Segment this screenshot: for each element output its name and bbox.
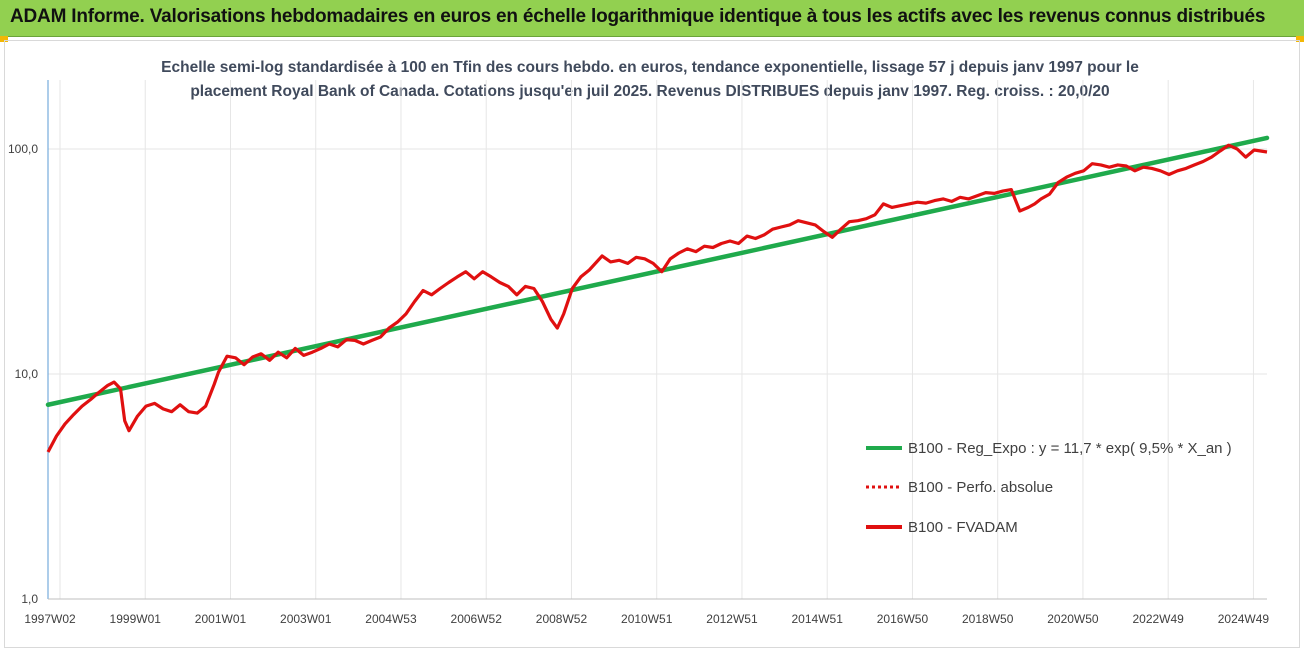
x-tick-label: 2008W52 (536, 612, 588, 626)
x-tick-label: 2022W49 (1132, 612, 1184, 626)
series-lines (45, 135, 1270, 453)
chart-title: Echelle semi-log standardisée à 100 en T… (150, 56, 1150, 104)
x-tick-label: 2010W51 (621, 612, 673, 626)
corner-marker-bottom-left (0, 36, 8, 42)
x-tick-label: 2014W51 (792, 612, 844, 626)
legend-entry: B100 - Perfo. absolue (908, 479, 1053, 496)
x-tick-label: 2020W50 (1047, 612, 1099, 626)
report-banner: ADAM Informe. Valorisations hebdomadaire… (0, 0, 1304, 37)
report-title: ADAM Informe. Valorisations hebdomadaire… (10, 6, 1266, 27)
x-tick-label: 2001W01 (195, 612, 247, 626)
x-tick-label: 1999W01 (110, 612, 162, 626)
corner-marker-bottom-right (1296, 36, 1304, 42)
y-tick-labels: 1,0 10,0 100,0 (8, 142, 38, 606)
y-tick-label: 1,0 (21, 592, 38, 606)
legend-entry: B100 - Reg_Expo : y = 11,7 * exp( 9,5% *… (908, 440, 1232, 457)
x-tick-label: 1997W02 (24, 612, 76, 626)
x-tick-label: 2012W51 (706, 612, 758, 626)
fvadam-line (46, 143, 1268, 453)
grid-lines (48, 80, 1267, 600)
x-tick-label: 2003W01 (280, 612, 332, 626)
x-tick-label: 2006W52 (451, 612, 503, 626)
axes (47, 80, 1267, 600)
x-tick-label: 2018W50 (962, 612, 1014, 626)
y-tick-label: 100,0 (8, 142, 38, 156)
x-tick-label: 2004W53 (365, 612, 417, 626)
x-tick-labels: 1997W02 1999W01 2001W01 2003W01 2004W53 2006W… (24, 612, 1269, 626)
y-tick-label: 10,0 (15, 367, 39, 381)
x-tick-label: 2024W49 (1218, 612, 1270, 626)
chart-title-line-2: placement Royal Bank of Canada. Cotation… (190, 83, 1110, 100)
legend-entry: B100 - FVADAM (908, 519, 1018, 536)
chart-frame (4, 40, 1300, 648)
chart-title-line-1: Echelle semi-log standardisée à 100 en T… (161, 59, 1139, 76)
legend: B100 - Reg_Expo : y = 11,7 * exp( 9,5% *… (866, 440, 1232, 536)
x-tick-label: 2016W50 (877, 612, 929, 626)
